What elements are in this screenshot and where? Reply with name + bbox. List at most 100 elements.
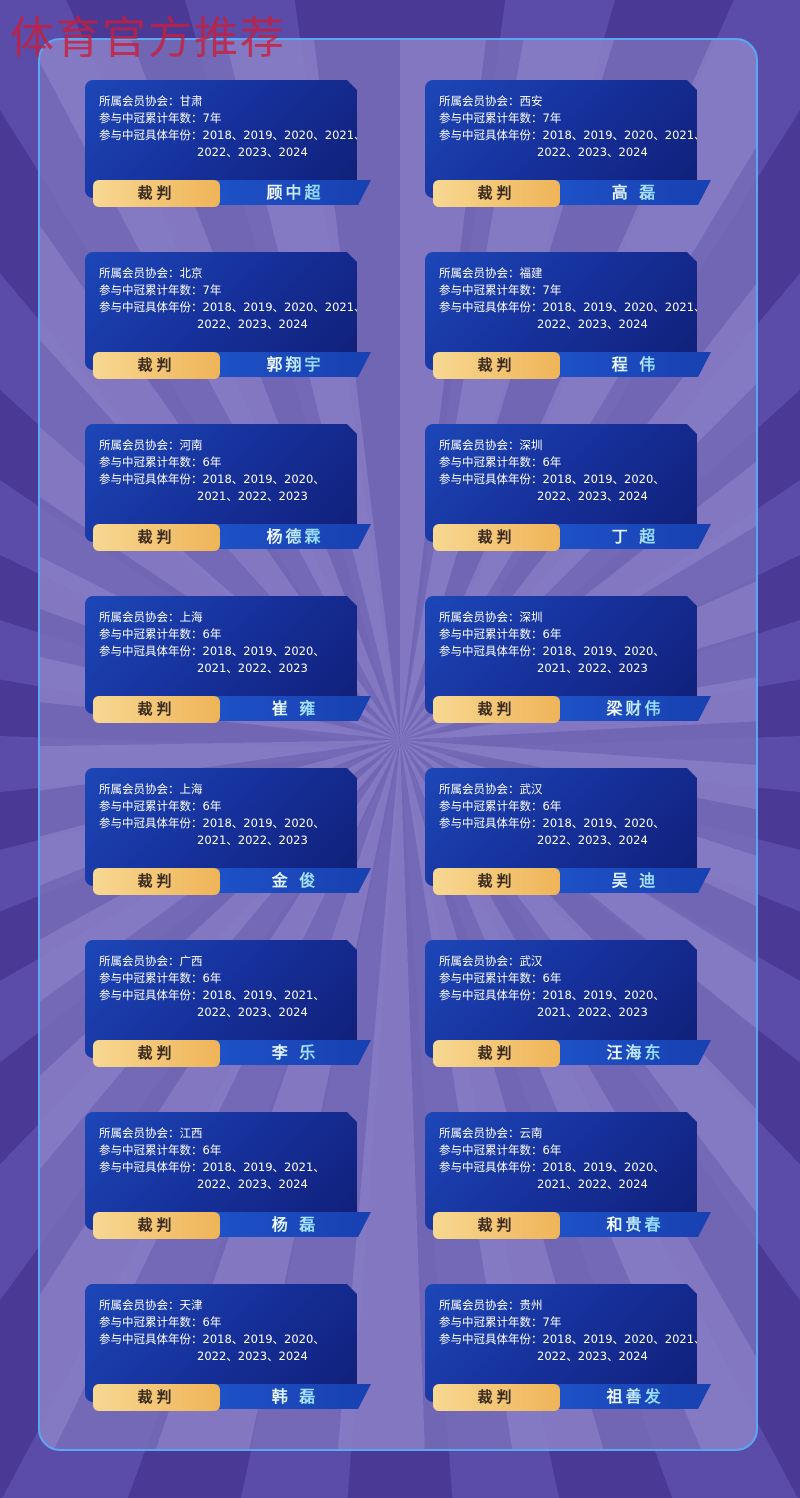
years-line-continued: 2021、2022、2023 <box>197 489 308 503</box>
role-badge: 裁判 <box>93 1040 220 1067</box>
card-info: 所属会员协会：江西 参与中冠累计年数：6年 参与中冠具体年份：2018、2019… <box>99 1125 325 1193</box>
count-value: 6年 <box>202 627 222 641</box>
role-badge: 裁判 <box>433 696 560 723</box>
card-body: 所属会员协会：上海 参与中冠累计年数：6年 参与中冠具体年份：2018、2019… <box>85 768 357 886</box>
name-bar <box>210 1212 371 1237</box>
count-line: 参与中冠累计年数：6年 <box>439 627 562 641</box>
years-line: 参与中冠具体年份：2018、2019、2020、2021、 <box>99 128 366 142</box>
association-value: 云南 <box>519 1126 543 1140</box>
association-value: 深圳 <box>519 438 543 452</box>
referee-card: 所属会员协会：深圳 参与中冠累计年数：6年 参与中冠具体年份：2018、2019… <box>425 424 711 554</box>
referee-card: 所属会员协会：云南 参与中冠累计年数：6年 参与中冠具体年份：2018、2019… <box>425 1112 711 1242</box>
role-badge: 裁判 <box>93 1212 220 1239</box>
association-line: 所属会员协会：武汉 <box>439 782 543 796</box>
card-body: 所属会员协会：河南 参与中冠累计年数：6年 参与中冠具体年份：2018、2019… <box>85 424 357 542</box>
count-value: 7年 <box>202 111 222 125</box>
count-value: 7年 <box>542 1315 562 1329</box>
card-body: 所属会员协会：贵州 参与中冠累计年数：7年 参与中冠具体年份：2018、2019… <box>425 1284 697 1402</box>
count-value: 7年 <box>202 283 222 297</box>
card-info: 所属会员协会：北京 参与中冠累计年数：7年 参与中冠具体年份：2018、2019… <box>99 265 366 333</box>
card-info: 所属会员协会：河南 参与中冠累计年数：6年 参与中冠具体年份：2018、2019… <box>99 437 325 505</box>
referee-card: 所属会员协会：福建 参与中冠累计年数：7年 参与中冠具体年份：2018、2019… <box>425 252 711 382</box>
years-line: 参与中冠具体年份：2018、2019、2020、 <box>99 816 325 830</box>
referee-card: 所属会员协会：河南 参与中冠累计年数：6年 参与中冠具体年份：2018、2019… <box>85 424 371 554</box>
association-line: 所属会员协会：北京 <box>99 266 203 280</box>
years-value: 2018、2019、2020、2021、 <box>542 128 706 142</box>
years-value: 2018、2019、2020、2021、 <box>542 1332 706 1346</box>
years-line: 参与中冠具体年份：2018、2019、2020、 <box>99 1332 325 1346</box>
count-line: 参与中冠累计年数：6年 <box>439 799 562 813</box>
association-value: 武汉 <box>519 782 543 796</box>
count-line: 参与中冠累计年数：6年 <box>99 971 222 985</box>
referee-card: 所属会员协会：深圳 参与中冠累计年数：6年 参与中冠具体年份：2018、2019… <box>425 596 711 726</box>
years-line: 参与中冠具体年份：2018、2019、2020、 <box>439 644 665 658</box>
association-value: 上海 <box>179 782 203 796</box>
card-info: 所属会员协会：福建 参与中冠累计年数：7年 参与中冠具体年份：2018、2019… <box>439 265 706 333</box>
years-line: 参与中冠具体年份：2018、2019、2020、2021、 <box>439 128 706 142</box>
count-line: 参与中冠累计年数：6年 <box>99 1315 222 1329</box>
count-line: 参与中冠累计年数：7年 <box>439 283 562 297</box>
referee-name: 杨 磊 <box>225 1212 365 1237</box>
years-line: 参与中冠具体年份：2018、2019、2020、2021、 <box>99 300 366 314</box>
card-body: 所属会员协会：上海 参与中冠累计年数：6年 参与中冠具体年份：2018、2019… <box>85 596 357 714</box>
referee-name: 崔 雍 <box>225 696 365 721</box>
referee-card: 所属会员协会：北京 参与中冠累计年数：7年 参与中冠具体年份：2018、2019… <box>85 252 371 382</box>
referee-card: 所属会员协会：上海 参与中冠累计年数：6年 参与中冠具体年份：2018、2019… <box>85 596 371 726</box>
referee-name: 和贵春 <box>565 1212 705 1237</box>
count-line: 参与中冠累计年数：6年 <box>439 455 562 469</box>
name-bar <box>550 868 711 893</box>
card-body: 所属会员协会：深圳 参与中冠累计年数：6年 参与中冠具体年份：2018、2019… <box>425 596 697 714</box>
referee-name: 梁财伟 <box>565 696 705 721</box>
count-value: 6年 <box>202 971 222 985</box>
role-badge: 裁判 <box>93 352 220 379</box>
card-info: 所属会员协会：武汉 参与中冠累计年数：6年 参与中冠具体年份：2018、2019… <box>439 781 665 849</box>
referee-name: 金 俊 <box>225 868 365 893</box>
years-line: 参与中冠具体年份：2018、2019、2020、 <box>439 1160 665 1174</box>
card-info: 所属会员协会：贵州 参与中冠累计年数：7年 参与中冠具体年份：2018、2019… <box>439 1297 706 1365</box>
years-value: 2018、2019、2020、 <box>542 644 665 658</box>
role-badge: 裁判 <box>93 1384 220 1411</box>
count-line: 参与中冠累计年数：6年 <box>99 799 222 813</box>
referee-card: 所属会员协会：上海 参与中冠累计年数：6年 参与中冠具体年份：2018、2019… <box>85 768 371 898</box>
association-value: 甘肃 <box>179 94 203 108</box>
years-line-continued: 2022、2023、2024 <box>537 1349 648 1363</box>
association-line: 所属会员协会：西安 <box>439 94 543 108</box>
association-value: 江西 <box>179 1126 203 1140</box>
count-value: 6年 <box>202 1315 222 1329</box>
name-bar <box>210 696 371 721</box>
count-line: 参与中冠累计年数：6年 <box>99 627 222 641</box>
years-value: 2018、2019、2020、 <box>202 816 325 830</box>
years-line: 参与中冠具体年份：2018、2019、2020、 <box>439 472 665 486</box>
role-badge: 裁判 <box>433 1212 560 1239</box>
years-line-continued: 2022、2023、2024 <box>537 833 648 847</box>
name-bar <box>550 1384 711 1409</box>
card-body: 所属会员协会：江西 参与中冠累计年数：6年 参与中冠具体年份：2018、2019… <box>85 1112 357 1230</box>
years-line: 参与中冠具体年份：2018、2019、2021、 <box>99 988 325 1002</box>
name-bar <box>550 1040 711 1065</box>
name-bar <box>210 868 371 893</box>
years-line-continued: 2022、2023、2024 <box>537 489 648 503</box>
association-line: 所属会员协会：贵州 <box>439 1298 543 1312</box>
years-value: 2018、2019、2020、2021、 <box>542 300 706 314</box>
referee-name: 韩 磊 <box>225 1384 365 1409</box>
referee-card: 所属会员协会：武汉 参与中冠累计年数：6年 参与中冠具体年份：2018、2019… <box>425 940 711 1070</box>
years-line-continued: 2021、2022、2023 <box>197 833 308 847</box>
card-body: 所属会员协会：北京 参与中冠累计年数：7年 参与中冠具体年份：2018、2019… <box>85 252 357 370</box>
years-line: 参与中冠具体年份：2018、2019、2020、 <box>99 644 325 658</box>
card-info: 所属会员协会：广西 参与中冠累计年数：6年 参与中冠具体年份：2018、2019… <box>99 953 325 1021</box>
years-line: 参与中冠具体年份：2018、2019、2020、 <box>99 472 325 486</box>
card-body: 所属会员协会：天津 参与中冠累计年数：6年 参与中冠具体年份：2018、2019… <box>85 1284 357 1402</box>
count-value: 6年 <box>542 971 562 985</box>
card-body: 所属会员协会：甘肃 参与中冠累计年数：7年 参与中冠具体年份：2018、2019… <box>85 80 357 198</box>
years-value: 2018、2019、2020、 <box>202 472 325 486</box>
years-value: 2018、2019、2020、 <box>542 472 665 486</box>
card-body: 所属会员协会：福建 参与中冠累计年数：7年 参与中冠具体年份：2018、2019… <box>425 252 697 370</box>
role-badge: 裁判 <box>433 524 560 551</box>
association-value: 上海 <box>179 610 203 624</box>
referee-card: 所属会员协会：江西 参与中冠累计年数：6年 参与中冠具体年份：2018、2019… <box>85 1112 371 1242</box>
count-value: 6年 <box>202 455 222 469</box>
years-line: 参与中冠具体年份：2018、2019、2020、2021、 <box>439 300 706 314</box>
association-value: 深圳 <box>519 610 543 624</box>
years-value: 2018、2019、2021、 <box>202 988 325 1002</box>
role-badge: 裁判 <box>93 180 220 207</box>
